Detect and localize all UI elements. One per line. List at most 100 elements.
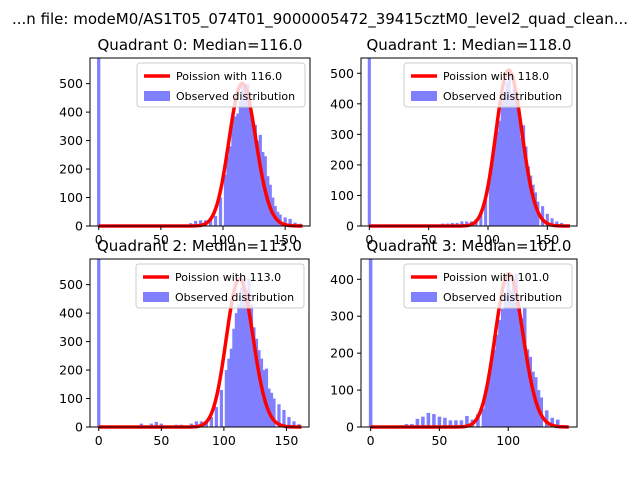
x-tick-label: 50 (421, 232, 437, 247)
histogram-bar (465, 221, 469, 226)
histogram-bar (492, 349, 497, 427)
legend: Poission with 101.0 Observed distribution (403, 263, 573, 309)
legend-bar-swatch (143, 292, 169, 302)
histogram-bar (242, 278, 246, 427)
y-tick-label: 0 (346, 420, 354, 435)
histogram-bar (223, 174, 228, 226)
y-tick-label: 400 (330, 272, 354, 287)
histogram-bar (500, 308, 505, 427)
histogram-bar (194, 220, 198, 226)
legend-bar-label: Observed distribution (443, 291, 562, 304)
histogram-bar (465, 415, 469, 427)
x-tick-label: 100 (476, 232, 500, 247)
y-tick-label: 100 (330, 383, 354, 398)
legend-bar-label: Observed distribution (443, 90, 562, 103)
histogram-bar (254, 338, 259, 427)
y-tick-label: 400 (59, 105, 83, 120)
y-tick-label: 0 (346, 219, 354, 234)
histogram-bar (244, 290, 249, 427)
y-tick-label: 100 (59, 190, 83, 205)
histogram-bar (512, 88, 516, 226)
x-tick-label: 0 (367, 433, 375, 448)
histogram-bar (531, 371, 535, 427)
histogram-bar (227, 358, 231, 427)
legend-bar-swatch (411, 91, 437, 101)
y-tick-label: 100 (330, 188, 354, 203)
histogram-bar (248, 107, 252, 226)
histogram-bar (292, 421, 296, 427)
histogram-bar (253, 124, 257, 226)
histogram-bar (236, 113, 240, 226)
x-tick-label: 50 (153, 433, 169, 448)
histogram-bar (519, 137, 523, 226)
histogram-bar (251, 119, 255, 226)
histogram-bar (213, 216, 218, 226)
histogram-bar (194, 421, 198, 427)
y-tick-label: 300 (330, 127, 354, 142)
y-tick-label: 0 (75, 219, 83, 234)
legend: Poission with 113.0 Observed distribution (135, 263, 305, 309)
histogram-bar (199, 220, 203, 226)
legend-box (136, 62, 306, 108)
histogram-bar (415, 418, 420, 427)
histogram-bar (252, 327, 256, 427)
histogram-bar (460, 221, 464, 226)
legend-line-label: Poission with 118.0 (443, 70, 549, 83)
legend: Poission with 118.0 Observed distribution (403, 62, 573, 108)
histogram-bar (228, 146, 233, 226)
histogram-bar (208, 219, 213, 226)
y-tick-label: 400 (59, 306, 83, 321)
panel-0: 0 50 100 150 0 100 200 300 400 500 Poission with 1… (59, 36, 311, 247)
y-tick-label: 500 (59, 277, 83, 292)
y-tick-label: 300 (330, 309, 354, 324)
histogram-bar (503, 93, 507, 226)
histogram-bar (489, 362, 494, 427)
x-tick-label: 50 (153, 232, 169, 247)
y-tick-label: 500 (59, 76, 83, 91)
x-tick-label: 0 (95, 232, 103, 247)
histogram-bar (226, 156, 230, 226)
histogram-bar (231, 117, 235, 226)
legend-bar-label: Observed distribution (176, 90, 295, 103)
histogram-bar (484, 391, 488, 427)
histogram-bar (459, 420, 464, 427)
x-tick-label: 50 (431, 433, 447, 448)
y-tick-label: 400 (330, 96, 354, 111)
histogram-bar (545, 213, 549, 226)
histogram-bar (500, 100, 504, 226)
legend-bar-label: Observed distribution (175, 291, 294, 304)
histogram-bar (432, 414, 436, 427)
panel-title: Quadrant 2: Median=113.0 (97, 237, 302, 255)
histogram-bar (367, 58, 371, 226)
histogram-bar (517, 305, 522, 427)
y-tick-label: 300 (59, 334, 83, 349)
histogram-bar (555, 419, 560, 427)
histogram-bar (520, 318, 524, 427)
histogram-bar (232, 328, 236, 427)
legend-line-label: Poission with 101.0 (443, 271, 549, 284)
axes-frame (360, 57, 578, 227)
histogram-bar (154, 421, 158, 427)
y-tick-label: 500 (330, 66, 354, 81)
histogram-bar (495, 334, 499, 427)
y-tick-label: 300 (59, 133, 83, 148)
histogram-bar (224, 370, 229, 427)
histogram-bar (526, 166, 530, 226)
histogram-bar (426, 412, 431, 427)
panel-title: Quadrant 1: Median=118.0 (367, 36, 572, 54)
histogram-bar (247, 278, 251, 427)
histogram-bar (249, 304, 254, 427)
histogram-bar (243, 90, 247, 226)
histogram-bar (257, 350, 261, 427)
histogram-bar (498, 120, 502, 226)
histogram-bar (277, 404, 281, 427)
x-tick-label: 150 (273, 232, 297, 247)
legend-line-label: Poission with 116.0 (176, 70, 282, 83)
histogram-bar (368, 259, 373, 427)
y-tick-label: 200 (59, 162, 83, 177)
histogram-bar (97, 259, 101, 427)
histogram-bar (229, 348, 234, 427)
histogram-bar (555, 221, 559, 226)
histogram-bar (237, 304, 241, 427)
